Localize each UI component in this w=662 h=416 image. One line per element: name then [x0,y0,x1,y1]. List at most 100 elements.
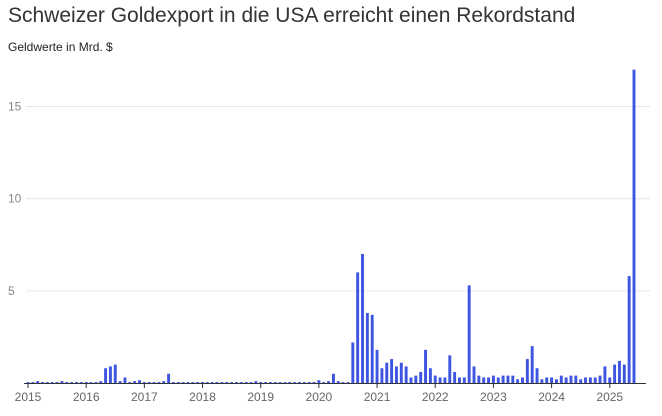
bar [399,362,403,383]
bar [341,382,345,383]
bar [569,375,573,383]
bar [375,349,379,383]
bar [550,377,554,383]
y-tick-label: 10 [8,192,22,206]
bar [142,382,146,383]
bar [239,382,243,383]
bar [414,375,418,383]
bar [598,375,602,383]
bar [259,382,263,383]
bar [530,346,534,383]
x-tick-label: 2023 [480,390,507,404]
bar [225,382,229,383]
bar [65,382,69,383]
bar [496,377,500,383]
x-tick-label: 2019 [247,390,274,404]
bar [162,381,166,383]
bar [196,382,200,383]
bar [409,377,413,383]
bar [283,382,287,383]
bar [244,382,248,383]
bar [26,382,30,383]
bar [268,382,272,383]
bar [467,285,471,383]
bar [152,382,156,383]
bar [331,373,335,383]
bar [574,375,578,383]
chart-title: Schweizer Goldexport in die USA erreicht… [8,4,576,27]
bar [41,382,44,383]
bar [104,368,108,383]
bar [540,379,544,383]
bar [312,382,316,383]
y-tick-label: 15 [8,100,22,114]
bar [298,382,301,383]
bar [521,377,524,383]
bar [45,382,49,383]
bar [516,379,520,383]
bar [579,379,583,383]
bar [622,364,626,383]
chart-subtitle: Geldwerte in Mrd. $ [8,40,113,54]
x-tick-label: 2017 [131,390,158,404]
bar [307,382,311,383]
bar [593,377,597,383]
bar [123,377,127,383]
bar [472,366,476,383]
bar [171,382,175,383]
bar [176,382,180,383]
bar [380,368,384,383]
bar [390,359,394,383]
bar [564,377,568,383]
gridlines [26,106,650,292]
bar [433,375,437,383]
bar [31,382,35,383]
bar [302,382,306,383]
bar [394,366,398,383]
bar [511,375,515,383]
bar [424,349,427,383]
bar [448,355,452,383]
bar [443,377,447,383]
x-axis-ticks: 2015 2016 2017 2018 2019 2020 2021 2022 2023 2024… [15,383,623,404]
bar [346,382,350,383]
bar [491,375,495,383]
bar [618,360,621,383]
bar [462,377,466,383]
bar [525,359,529,383]
bar [501,375,505,383]
bar [36,381,40,383]
bar [482,377,486,383]
bar [79,382,83,383]
bar [94,382,98,383]
x-tick-label: 2015 [15,390,42,404]
bar [632,69,636,384]
x-tick-label: 2025 [596,390,623,404]
x-tick-label: 2020 [306,390,333,404]
bar [584,377,587,383]
bar [545,377,549,383]
bar [181,382,185,383]
bar [89,382,93,383]
bar [293,382,297,383]
bar [613,364,617,383]
x-tick-label: 2018 [189,390,216,404]
x-tick-label: 2016 [73,390,100,404]
bar [458,377,461,383]
bar [559,375,563,383]
bar [361,253,364,383]
bar [487,377,491,383]
y-tick-label: 5 [8,284,15,298]
bar [428,368,432,383]
bar [147,382,151,383]
bar [278,382,282,383]
y-axis-ticks: 5 10 15 [8,100,22,298]
x-tick-label: 2024 [538,390,565,404]
bar [356,272,360,383]
bar [453,371,457,383]
bar [220,382,224,383]
bar [50,382,54,383]
bar [128,382,132,383]
x-tick-label: 2022 [422,390,449,404]
bar [235,382,238,383]
